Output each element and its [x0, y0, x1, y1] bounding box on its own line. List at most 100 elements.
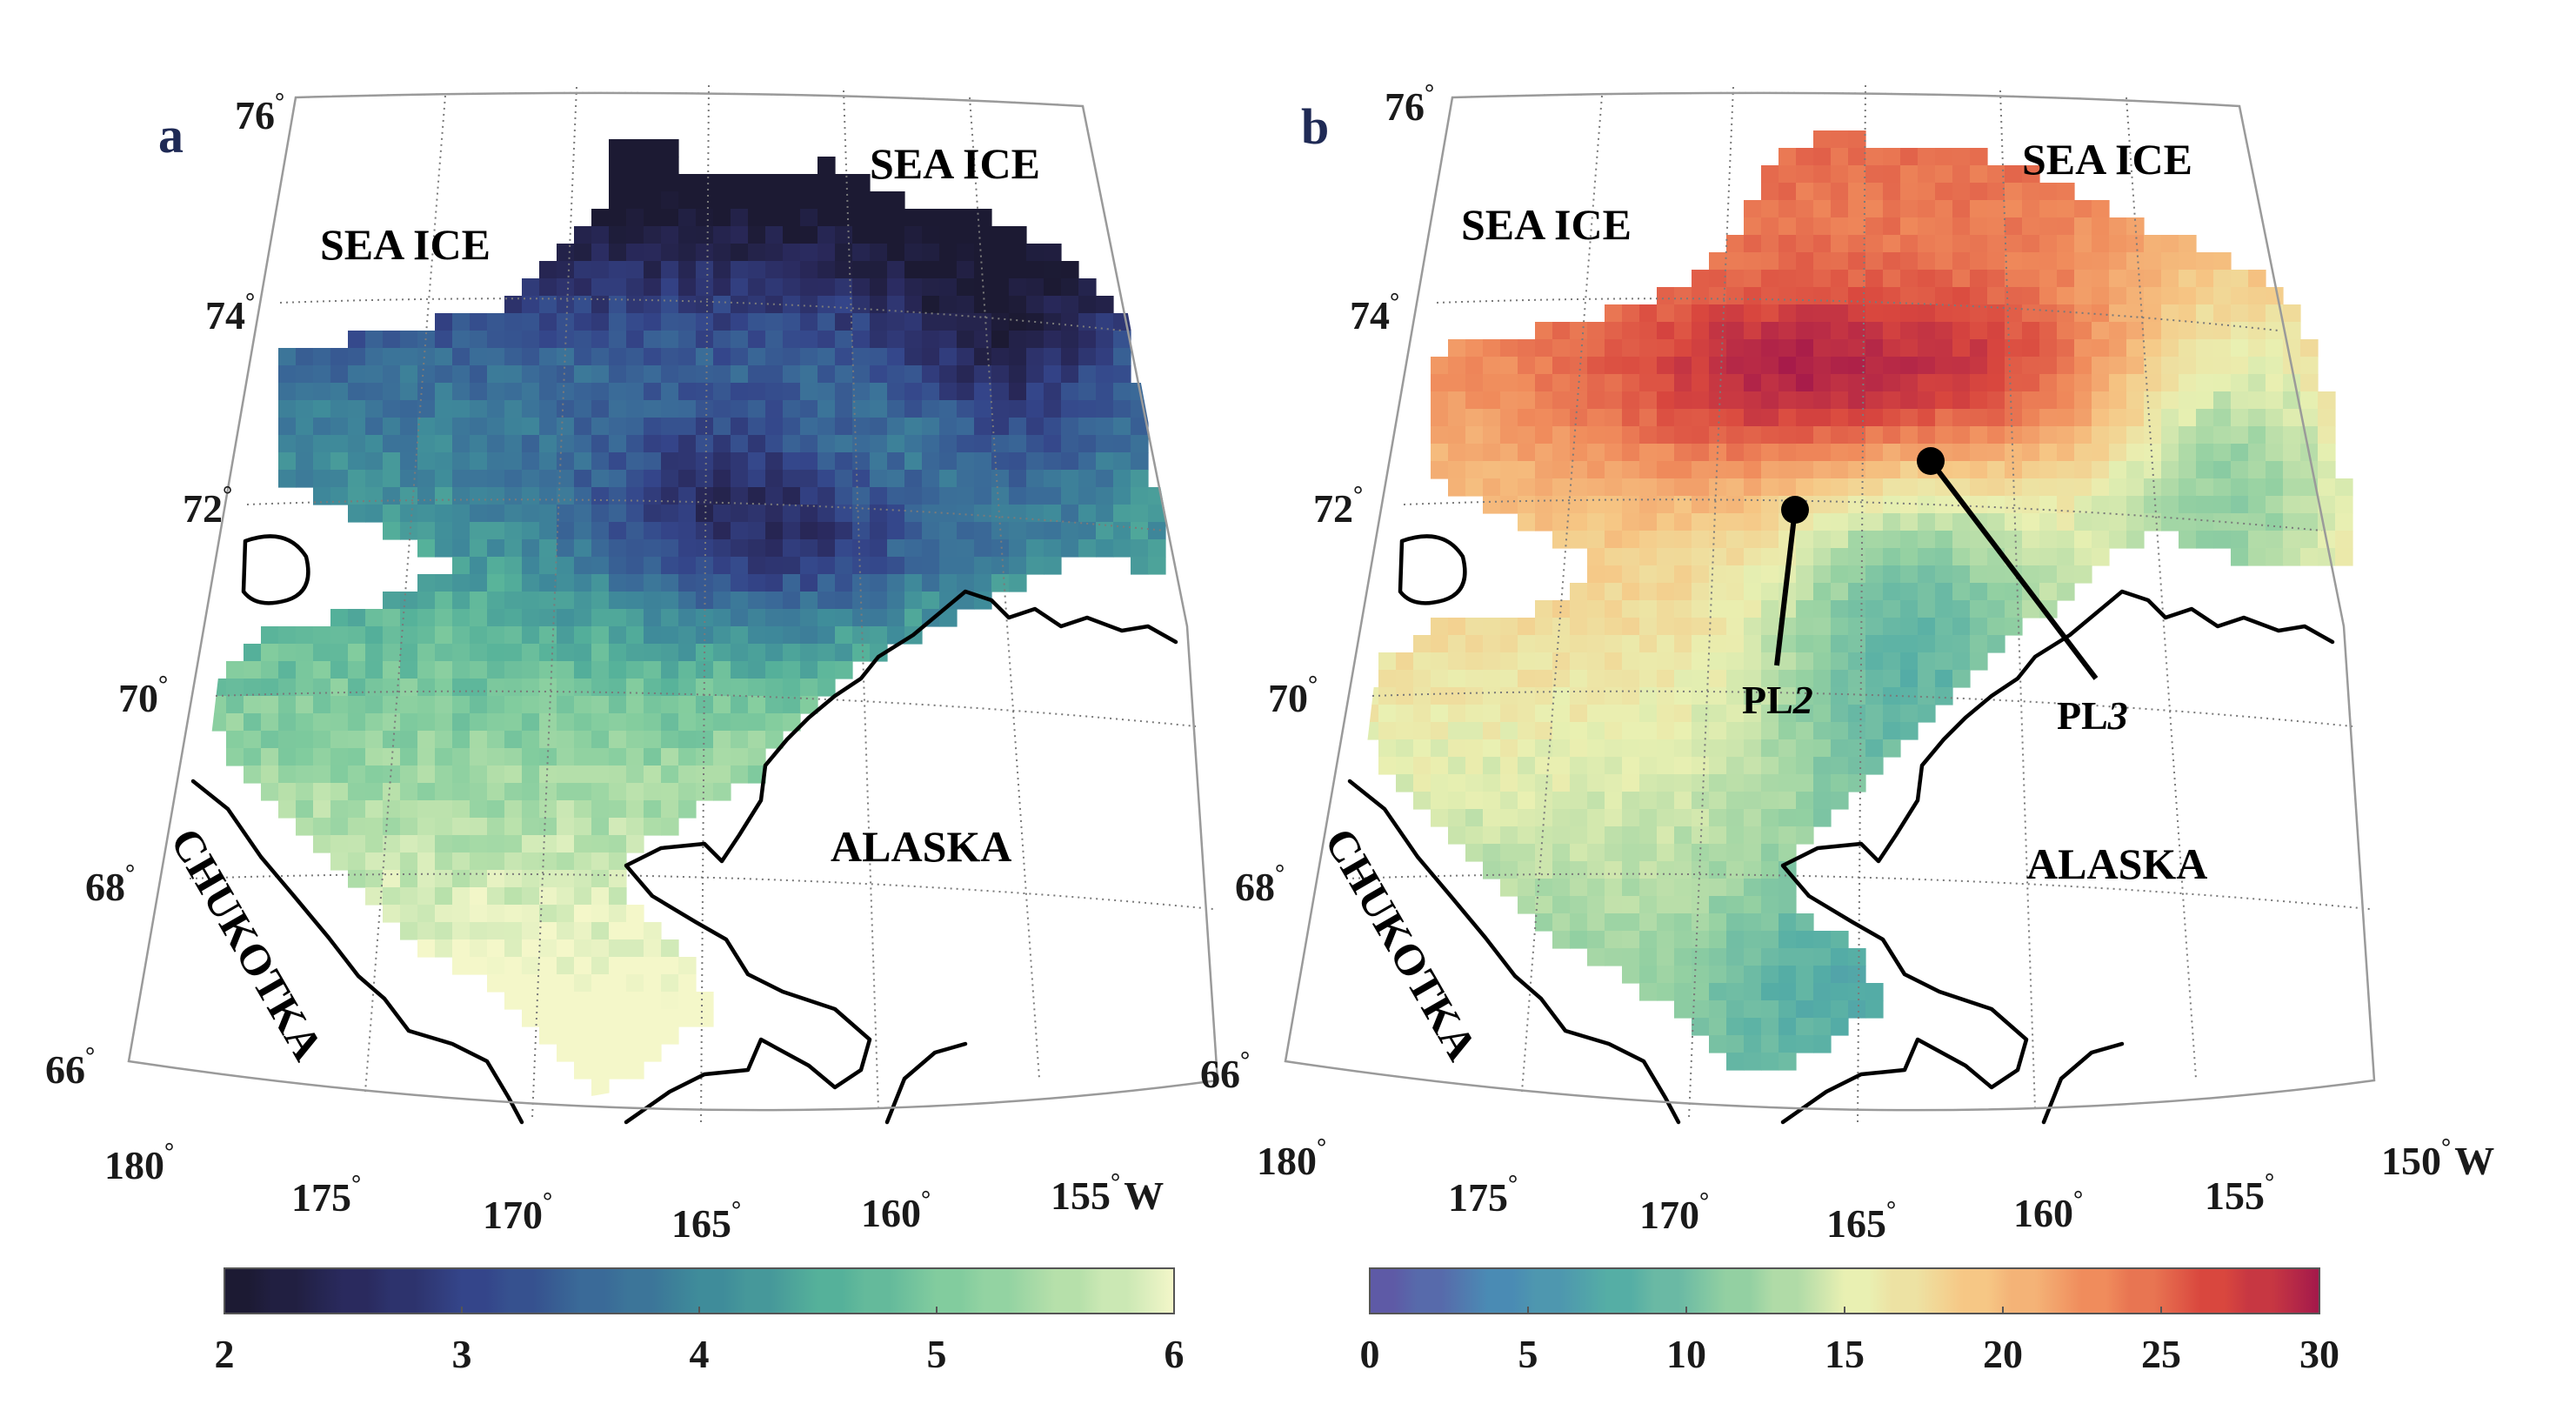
panel-b-data-cell — [1657, 339, 1675, 358]
panel-b-data-cell — [1883, 322, 1901, 340]
panel-b-data-cell — [1831, 374, 1849, 392]
panel-a-data-cell — [330, 800, 349, 819]
panel-b-data-cell — [1726, 374, 1745, 392]
panel-b-data-cell — [1744, 339, 1762, 358]
panel-a-data-cell — [713, 574, 731, 592]
panel-a-data-cell — [1131, 418, 1149, 436]
panel-b-data-cell — [1378, 739, 1397, 758]
panel-b-colorbar: 0 5 10 15 20 25 30 — [1360, 1267, 2339, 1376]
panel-b-data-cell — [1952, 548, 1971, 566]
panel-a-data-cell — [748, 365, 766, 384]
panel-b-data-cell — [1674, 322, 1692, 340]
panel-a-data-cell — [557, 348, 575, 366]
panel-b-data-cell — [1552, 705, 1571, 723]
panel-a-data-cell — [852, 209, 871, 227]
panel-a-data-cell — [974, 383, 992, 401]
panel-b-data-cell — [1552, 739, 1571, 758]
panel-a-data-cell — [644, 400, 662, 418]
panel-b-data-cell — [1448, 461, 1466, 479]
panel-a-data-cell — [591, 626, 610, 645]
panel-b-data-cell — [2179, 478, 2197, 497]
panel-b-data-cell — [1761, 861, 1779, 879]
panel-a-data-cell — [557, 922, 575, 940]
panel-b-data-cell — [1761, 879, 1779, 897]
panel-b-data-cell — [2092, 409, 2110, 427]
panel-a-data-cell — [557, 905, 575, 923]
panel-a-data-cell — [574, 261, 592, 279]
panel-a-data-cell — [470, 731, 488, 749]
panel-b-data-cell — [1796, 339, 1814, 358]
panel-a-data-cell — [800, 261, 818, 279]
panel-a-data-cell — [417, 661, 436, 679]
panel-b-pl2-marker: PL2 — [1742, 496, 1813, 722]
panel-a-data-cell — [644, 644, 662, 662]
panel-a-data-cell — [922, 522, 940, 540]
panel-a-alaska-label: ALASKA — [831, 822, 1011, 871]
panel-a-data-cell — [296, 383, 314, 401]
panel-a-data-cell — [470, 539, 488, 558]
panel-b-data-cell — [1831, 670, 1849, 688]
panel-b-data-cell — [2213, 426, 2232, 445]
panel-b-data-cell — [1518, 444, 1536, 462]
panel-a-data-cell — [783, 244, 801, 262]
panel-a-data-cell — [383, 765, 401, 784]
panel-a-data-cell — [1009, 400, 1027, 418]
panel-a-data-cell — [452, 887, 470, 906]
panel-a-data-cell — [487, 679, 505, 697]
panel-b-data-cell — [1935, 496, 1953, 514]
panel-b-data-cell — [1657, 444, 1675, 462]
panel-a-data-cell — [574, 783, 592, 801]
panel-b-chukotka-label: CHUKOTKA — [1315, 820, 1486, 1068]
panel-b-data-cell — [2039, 444, 2058, 462]
panel-b-data-cell — [2179, 252, 2197, 271]
panel-b-data-cell — [1692, 270, 1710, 288]
panel-b-alaska-label: ALASKA — [2026, 839, 2207, 888]
panel-a-data-cell — [939, 557, 958, 575]
panel-b-data-cell — [1952, 183, 1971, 201]
panel-b-data-cell — [1744, 635, 1762, 653]
panel-a-data-cell — [1131, 557, 1149, 575]
panel-a-data-cell — [504, 748, 523, 766]
panel-b-data-cell — [2126, 304, 2145, 323]
panel-b-data-cell — [1883, 409, 1901, 427]
panel-a-data-cell — [591, 209, 610, 227]
panel-a-data-cell — [348, 644, 366, 662]
panel-b-data-cell — [1796, 287, 1814, 305]
panel-b-data-cell — [2213, 461, 2232, 479]
panel-a-data-cell — [1061, 522, 1079, 540]
panel-b-data-cell — [1831, 270, 1849, 288]
panel-a-data-cell — [470, 922, 488, 940]
panel-a-data-cell — [1096, 365, 1114, 384]
panel-b-data-cell — [1779, 1035, 1797, 1053]
panel-a-data-cell — [835, 557, 853, 575]
panel-b-data-cell — [1500, 357, 1518, 375]
panel-b-data-cell — [2318, 478, 2336, 497]
panel-a-data-cell — [696, 696, 714, 714]
panel-b-data-cell — [1970, 252, 1988, 271]
panel-a-data-cell — [400, 783, 418, 801]
panel-a-data-cell — [591, 1026, 610, 1045]
panel-b-data-cell — [1657, 583, 1675, 601]
panel-a-data-cell — [1148, 522, 1166, 540]
panel-b-data-cell — [1813, 270, 1832, 288]
panel-a-data-cell — [557, 452, 575, 471]
panel-b-data-cell — [2231, 496, 2249, 514]
panel-a-data-cell — [313, 679, 331, 697]
panel-a-data-cell — [539, 800, 557, 819]
panel-b-data-cell — [1883, 391, 1901, 410]
panel-a-data-cell — [504, 783, 523, 801]
panel-b-data-cell — [2196, 339, 2214, 358]
panel-b-data-cell — [1900, 496, 1919, 514]
panel-a-data-cell — [383, 626, 401, 645]
panel-b-data-cell — [1779, 1018, 1797, 1036]
panel-b-data-cell — [1657, 357, 1675, 375]
panel-b-data-cell — [1883, 635, 1901, 653]
panel-a-data-cell — [765, 487, 784, 505]
panel-b-data-cell — [1396, 722, 1414, 740]
panel-b-data-cell — [1918, 670, 1936, 688]
panel-a-data-cell — [904, 296, 923, 314]
panel-b-data-cell — [1796, 183, 1814, 201]
panel-b-data-cell — [2300, 357, 2319, 375]
panel-a-data-cell — [974, 418, 992, 436]
panel-b-data-cell — [2213, 478, 2232, 497]
